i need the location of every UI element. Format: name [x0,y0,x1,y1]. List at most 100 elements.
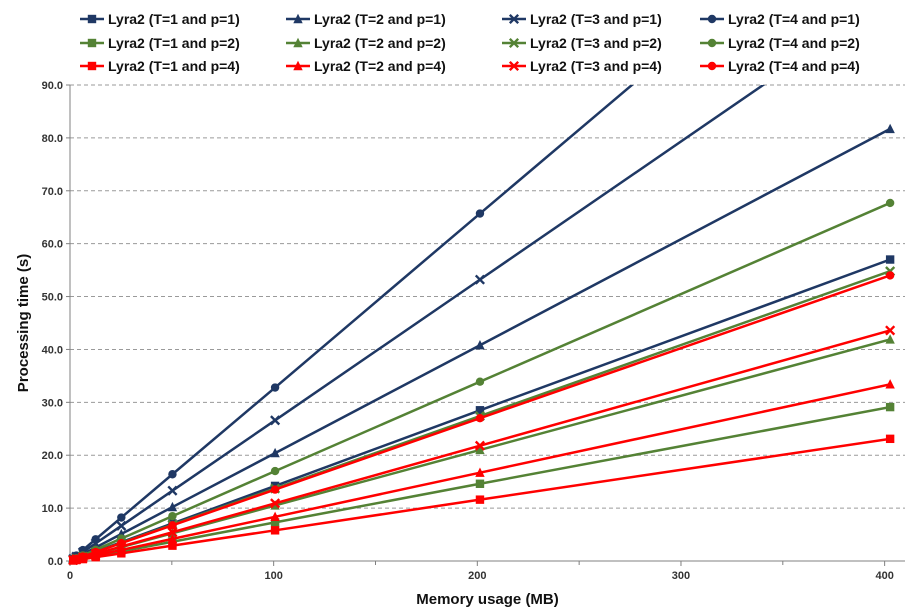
legend-marker [87,14,97,24]
grid-lines [70,84,905,509]
data-point [475,209,485,218]
data-point [167,533,178,544]
x-tick-label: 200 [468,570,486,582]
y-tick-label: 40.0 [42,344,63,356]
data-point [475,467,485,477]
legend-label: Lyra2 (T=2 and p=2) [314,35,446,51]
legend-item: Lyra2 (T=3 and p=2) [502,35,662,51]
data-point [72,554,81,563]
data-point [885,334,895,344]
axes [69,85,905,562]
legend-item: Lyra2 (T=2 and p=1) [286,11,446,27]
data-point [885,123,895,134]
y-tick-label: 60.0 [42,239,63,251]
data-point [475,414,485,423]
legend-marker [87,38,97,48]
legend-marker [87,61,97,71]
data-point [116,544,127,555]
legend-label: Lyra2 (T=4 and p=4) [728,58,860,74]
data-point [475,340,485,350]
data-point [885,402,895,412]
data-point [270,485,280,494]
series-lyra2-t-4-and-p-4 [69,271,895,565]
data-point [167,527,178,538]
data-point [270,526,280,535]
legend-item: Lyra2 (T=2 and p=4) [286,58,446,74]
y-tick-label: 90.0 [42,80,63,92]
data-point [168,541,177,550]
data-point [885,434,895,444]
data-point [270,511,280,522]
legend-label: Lyra2 (T=2 and p=4) [314,58,446,74]
series-lyra2-t-1-and-p-4 [69,434,895,565]
data-point [270,447,280,458]
x-tick-label: 300 [672,570,690,582]
data-point [474,274,486,285]
series-lyra2-t-2-and-p-2 [68,334,895,565]
legend-item: Lyra2 (T=1 and p=4) [80,58,240,74]
data-point [885,271,895,280]
legend-item: Lyra2 (T=2 and p=2) [286,35,446,51]
legend-marker [508,60,520,72]
data-point [168,511,177,521]
data-point [117,538,126,548]
legend-label: Lyra2 (T=1 and p=1) [108,11,240,27]
tick-labels: 0.0 10.0 20.0 30.0 40.0 50.0 60.0 70.0 80.0 90.0 0… [42,80,894,582]
data-point [474,440,486,451]
data-point [885,379,895,389]
y-tick-label: 50.0 [42,292,63,304]
series-lyra2-t-1-and-p-2 [69,402,895,565]
data-point [116,520,127,531]
legend-marker [293,13,303,24]
legend-item: Lyra2 (T=4 and p=2) [700,35,860,51]
data-point [885,325,896,336]
data-point [168,470,177,479]
legend-label: Lyra2 (T=3 and p=4) [530,58,662,74]
data-point [270,498,281,509]
legend-label: Lyra2 (T=2 and p=1) [314,11,446,27]
legend-item: Lyra2 (T=1 and p=2) [80,35,240,51]
legend: Lyra2 (T=1 and p=1) Lyra2 (T=2 and p=1) Ly… [80,11,860,74]
data-point [270,466,280,476]
legend-marker [707,61,717,71]
series-lyra2-t-4-and-p-2 [69,198,895,564]
data-point [168,521,177,530]
x-tick-label: 400 [875,570,893,582]
legend-label: Lyra2 (T=3 and p=1) [530,11,662,27]
legend-item: Lyra2 (T=3 and p=1) [502,11,662,27]
data-point [167,485,178,496]
data-point [270,518,280,527]
legend-marker [508,13,520,25]
data-point [475,444,485,455]
legend-item: Lyra2 (T=3 and p=4) [502,58,662,74]
legend-item: Lyra2 (T=4 and p=4) [700,58,860,74]
data-point [270,415,281,426]
data-point [885,255,895,264]
y-tick-label: 10.0 [42,503,63,515]
data-point [78,552,88,561]
data-point [475,495,485,504]
legend-item: Lyra2 (T=1 and p=1) [80,11,240,27]
x-tick-label: 100 [264,570,282,582]
legend-item: Lyra2 (T=4 and p=1) [700,11,860,27]
series-lyra2-t-3-and-p-1 [68,85,766,564]
legend-label: Lyra2 (T=4 and p=1) [728,11,860,27]
data-point [885,198,895,208]
y-tick-label: 30.0 [42,397,63,409]
x-tick-label: 0 [67,570,73,582]
legend-label: Lyra2 (T=4 and p=2) [728,35,860,51]
data-point [270,383,280,392]
legend-label: Lyra2 (T=1 and p=4) [108,58,240,74]
legend-marker [707,38,717,48]
data-point [167,501,178,512]
legend-label: Lyra2 (T=3 and p=2) [530,35,662,51]
legend-marker [293,37,303,48]
y-tick-label: 20.0 [42,450,63,462]
y-tick-label: 80.0 [42,133,63,145]
legend-marker [293,60,303,71]
data-point [91,535,100,544]
data-point [91,547,100,557]
data-point [475,406,485,415]
